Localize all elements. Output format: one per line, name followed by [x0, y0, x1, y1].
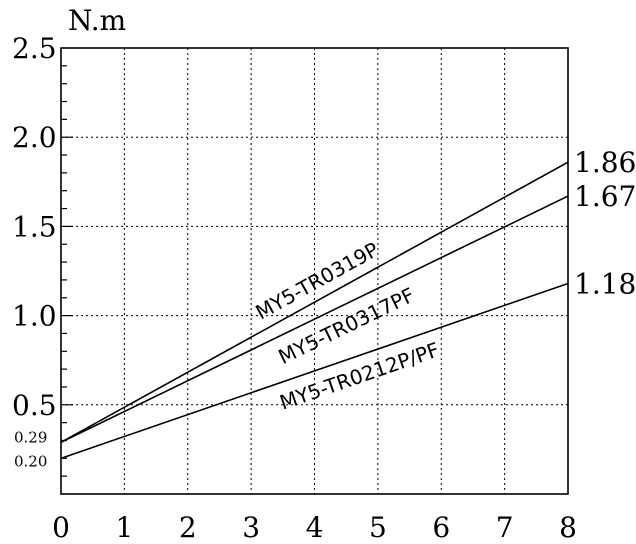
x-tick-label: 4 [306, 511, 324, 544]
x-tick-label: 0 [52, 511, 70, 544]
series-line [60, 195, 569, 443]
y-tick-label: 0.5 [12, 389, 57, 422]
x-tick-labels: 0 1 2 3 4 5 6 7 8 [52, 511, 577, 544]
y-minor-tick-label: 0.29 [14, 428, 47, 446]
y-minor-ticks [61, 65, 73, 477]
x-tick-label: 2 [179, 511, 197, 544]
series-line [60, 282, 569, 460]
y-tick-label: 1.0 [12, 300, 57, 333]
plot-frame [60, 47, 569, 495]
y-minor-tick-label: 0.20 [14, 452, 47, 470]
y-axis-label: N.m [68, 4, 126, 37]
x-tick-label: 7 [496, 511, 514, 544]
y-tick-label: 2.5 [12, 32, 57, 65]
x-tick-label: 3 [242, 511, 260, 544]
series-lines [60, 161, 569, 460]
x-tick-label: 5 [369, 511, 387, 544]
y-tick-label: 2.0 [12, 121, 57, 154]
end-value-label: 1.86 [574, 146, 636, 179]
end-value-label: 1.67 [574, 180, 636, 213]
x-tick-label: 8 [559, 511, 577, 544]
end-value-labels: 1.861.67 1.18 [574, 146, 636, 300]
y-tick-label: 1.5 [12, 210, 57, 243]
x-tick-label: 6 [432, 511, 450, 544]
end-value-label: 1.18 [574, 267, 636, 300]
x-tick-label: 1 [115, 511, 133, 544]
series-line [60, 161, 569, 443]
grid [61, 48, 568, 494]
y-tick-labels: 0.5 1.0 1.5 2.0 2.5 0.29 0.20 [12, 32, 57, 470]
